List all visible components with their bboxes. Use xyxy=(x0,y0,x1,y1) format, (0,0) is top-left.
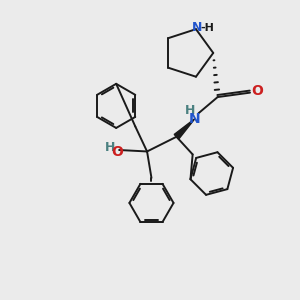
Text: -H: -H xyxy=(200,23,214,33)
Text: N: N xyxy=(192,21,203,34)
Text: H: H xyxy=(184,104,195,117)
Text: H: H xyxy=(105,141,116,154)
Polygon shape xyxy=(174,118,195,139)
Text: O: O xyxy=(111,145,123,159)
Text: N: N xyxy=(189,112,201,125)
Text: O: O xyxy=(251,84,263,98)
